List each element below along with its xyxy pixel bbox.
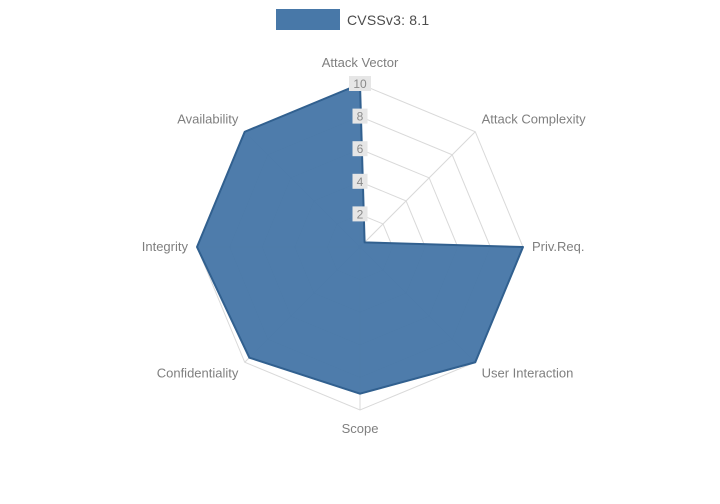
tick-label: 10 xyxy=(353,77,367,91)
tick-label-bg xyxy=(352,141,368,157)
tick-label-bg xyxy=(352,108,368,124)
axis-label: Integrity xyxy=(142,239,189,254)
axis-label: Priv.Req. xyxy=(532,239,585,254)
data-polygon xyxy=(196,83,524,395)
grid-spoke xyxy=(359,131,476,248)
tick-label-bg xyxy=(352,206,368,222)
tick-label: 6 xyxy=(357,142,364,156)
axis-label: Availability xyxy=(177,111,239,126)
tick-label-bg xyxy=(352,173,368,189)
legend-swatch xyxy=(276,9,340,30)
axis-label: Confidentiality xyxy=(157,366,239,381)
tick-label: 4 xyxy=(357,175,364,189)
tick-label: 2 xyxy=(357,207,364,221)
axis-label: User Interaction xyxy=(482,366,574,381)
axis-label: Attack Complexity xyxy=(482,111,587,126)
tick-label: 8 xyxy=(357,110,364,124)
tick-label-bg xyxy=(349,76,371,91)
legend-label: CVSSv3: 8.1 xyxy=(347,11,430,28)
axis-label: Attack Vector xyxy=(322,55,399,70)
axis-label: Scope xyxy=(342,421,379,436)
legend: CVSSv3: 8.1 xyxy=(276,9,429,30)
